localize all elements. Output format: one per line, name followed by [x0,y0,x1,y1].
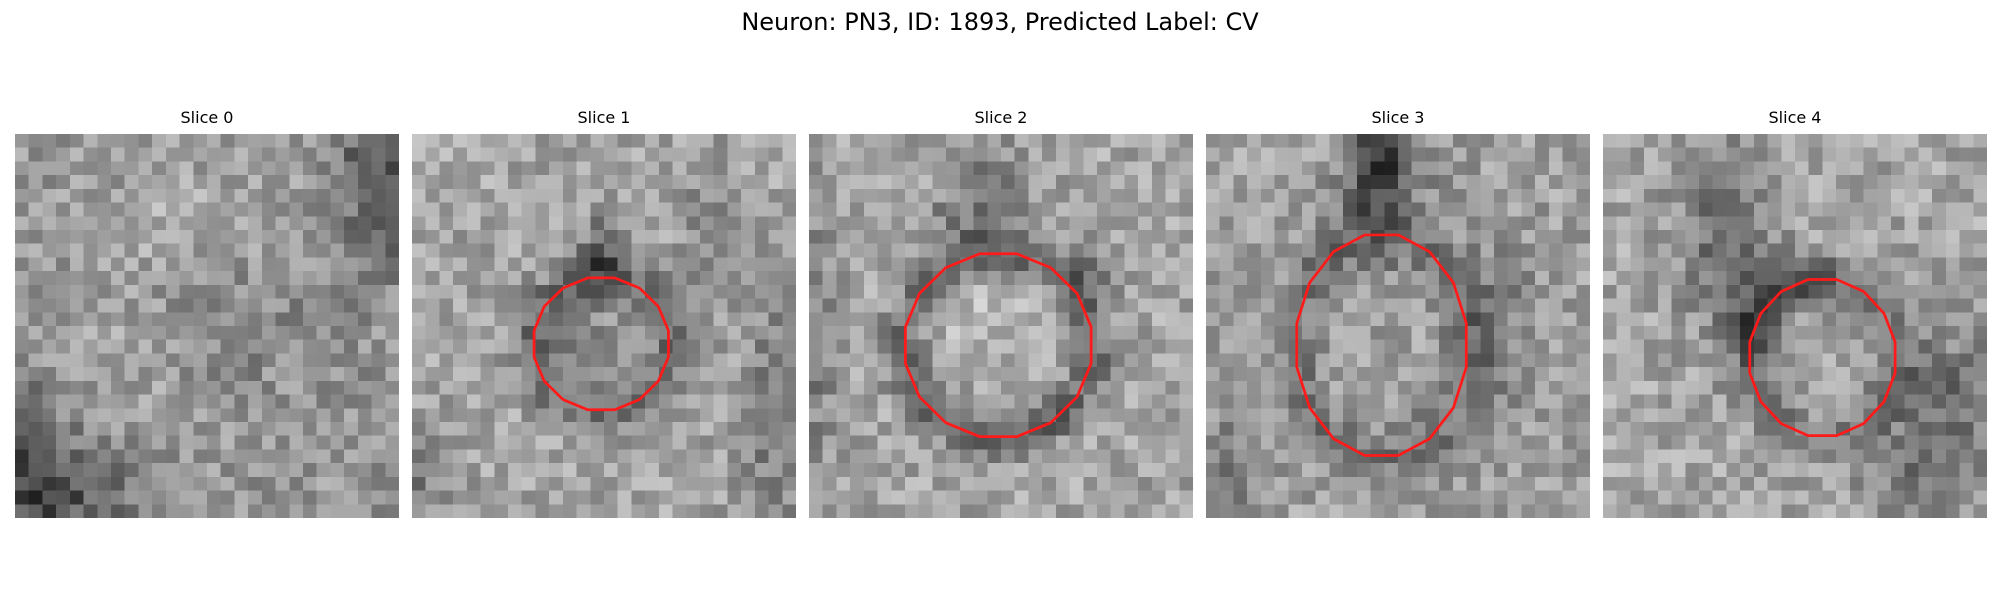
slice-image [1603,134,1987,518]
segmentation-contour [1748,278,1897,437]
slice-title: Slice 4 [1768,108,1822,127]
slice-panel: Slice 4 [1603,108,1987,518]
slice-panel: Slice 0 [15,108,399,518]
slice-title: Slice 3 [1371,108,1425,127]
slice-image [809,134,1193,518]
slice-panel: Slice 3 [1206,108,1590,518]
slice-title: Slice 1 [577,108,631,127]
slice-panel: Slice 1 [412,108,796,518]
slice-title: Slice 2 [974,108,1028,127]
slice-image [1206,134,1590,518]
segmentation-contour [1295,233,1468,457]
slice-image [15,134,399,518]
slice-panel: Slice 2 [809,108,1193,518]
segmentation-contour [532,276,670,412]
slice-title: Slice 0 [180,108,234,127]
figure-title: Neuron: PN3, ID: 1893, Predicted Label: … [741,8,1259,36]
segmentation-contour [904,252,1093,439]
slice-image [412,134,796,518]
